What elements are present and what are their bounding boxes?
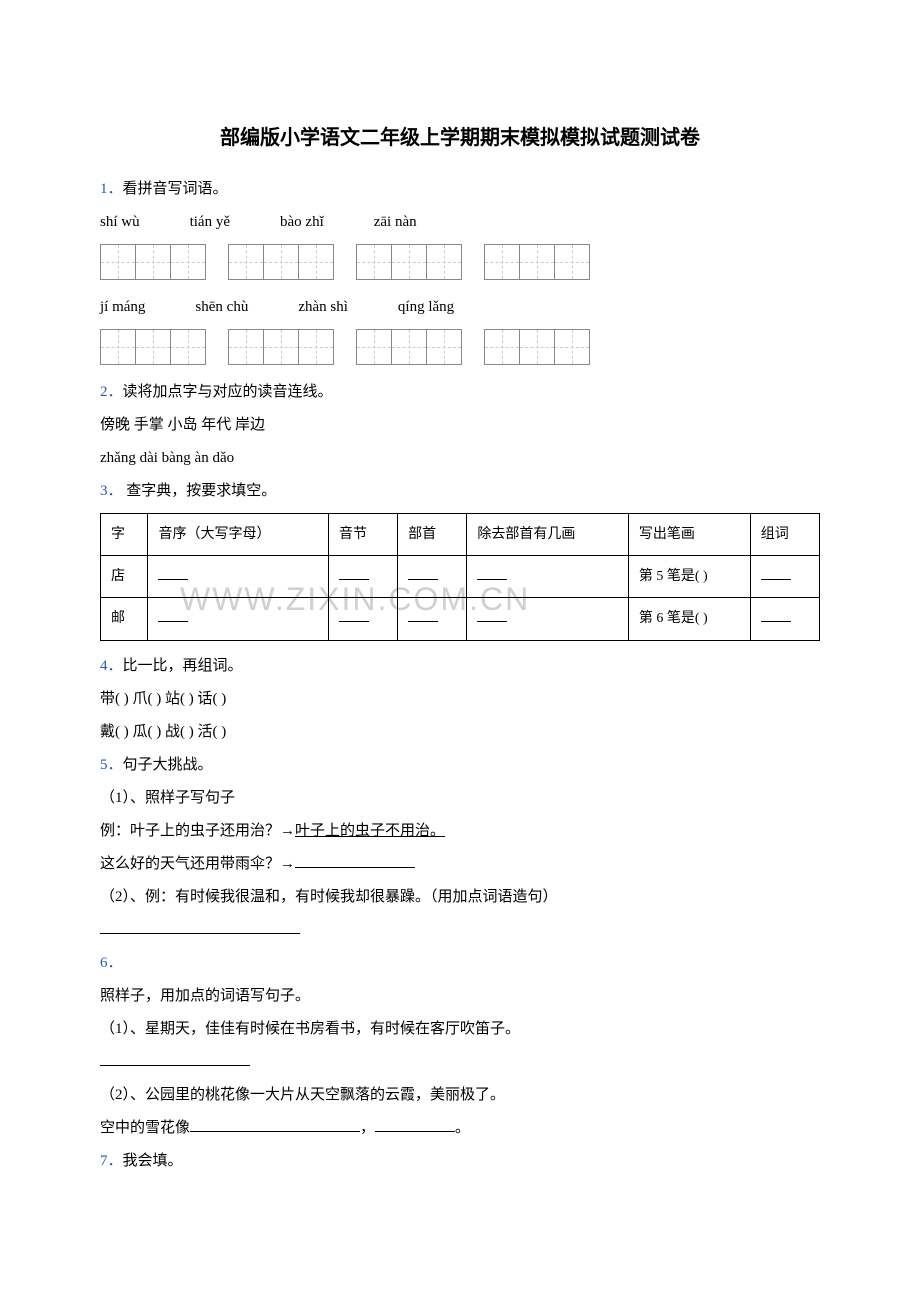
row2-char: 邮	[101, 598, 148, 640]
q5-num: 5．	[100, 757, 123, 773]
box-group	[100, 329, 206, 365]
blank	[295, 852, 415, 868]
pinyin-item: shēn chù	[195, 294, 248, 321]
th-yinxu: 音序（大写字母）	[148, 514, 328, 556]
q1-pinyin-row2: jí máng shēn chù zhàn shì qíng lǎng	[100, 294, 820, 321]
cell-blank	[467, 598, 628, 640]
q2-pinyins: zhǎng dài bàng àn dǎo	[100, 445, 820, 472]
q2-words: 傍晚 手掌 小岛 年代 岸边	[100, 412, 820, 439]
cell-blank	[328, 556, 397, 598]
q6-num: 6．	[100, 955, 123, 971]
document-content: 部编版小学语文二年级上学期期末模拟模拟试题测试卷 1．看拼音写词语。 shí w…	[100, 120, 820, 1175]
pinyin-item: tián yě	[190, 209, 230, 236]
cell-blank	[328, 598, 397, 640]
row1-char: 店	[101, 556, 148, 598]
cell-blank	[398, 556, 467, 598]
blank	[375, 1116, 455, 1132]
q5-blank	[100, 917, 820, 944]
th-strokes: 除去部首有几画	[467, 514, 628, 556]
blank	[100, 1050, 250, 1066]
q6-sub1: （1）、星期天，佳佳有时候在书房看书，有时候在客厅吹笛子。	[100, 1016, 820, 1043]
q3-table-wrapper: WWW.ZIXIN.COM.CN 字 音序（大写字母） 音节 部首 除去部首有几…	[100, 513, 820, 641]
q5-ex1-prefix: 例：叶子上的虫子还用治？→	[100, 823, 295, 839]
q2-num: 2．	[100, 384, 123, 400]
pinyin-item: shí wù	[100, 209, 140, 236]
q1-num: 1．	[100, 181, 123, 197]
q5-example1: 例：叶子上的虫子还用治？→叶子上的虫子不用治。	[100, 818, 820, 845]
th-yinjie: 音节	[328, 514, 397, 556]
box-group	[228, 329, 334, 365]
q2-prompt: 2．读将加点字与对应的读音连线。	[100, 379, 820, 406]
q4-line2: 戴( ) 瓜( ) 战( ) 活( )	[100, 719, 820, 746]
q5-prompt1: 这么好的天气还用带雨伞？→	[100, 851, 820, 878]
q5-prompt: 5．句子大挑战。	[100, 752, 820, 779]
cell-blank	[750, 556, 819, 598]
q3-table: 字 音序（大写字母） 音节 部首 除去部首有几画 写出笔画 组词 店 第 5 笔…	[100, 513, 820, 641]
q4-num: 4．	[100, 658, 123, 674]
q5-p1-text: 这么好的天气还用带雨伞？→	[100, 856, 295, 872]
q1-prompt: 1．看拼音写词语。	[100, 176, 820, 203]
q6-blank1	[100, 1049, 820, 1076]
q6-num-line: 6．	[100, 950, 820, 977]
th-zuci: 组词	[750, 514, 819, 556]
q5-sub1: （1）、照样子写句子	[100, 785, 820, 812]
q6-p2-text: 空中的雪花像	[100, 1120, 190, 1136]
q5-ex1-answer: 叶子上的虫子不用治。	[295, 823, 445, 839]
box-group	[356, 244, 462, 280]
q3-num: 3．	[100, 483, 123, 499]
blank	[100, 918, 300, 934]
q6-sub2: （2）、公园里的桃花像一大片从天空飘落的云霞，美丽极了。	[100, 1082, 820, 1109]
cell-blank	[398, 598, 467, 640]
box-group	[484, 244, 590, 280]
q5-sub2: （2）、例：有时候我很温和，有时候我却很暴躁。（用加点词语造句）	[100, 884, 820, 911]
box-group	[228, 244, 334, 280]
table-header-row: 字 音序（大写字母） 音节 部首 除去部首有几画 写出笔画 组词	[101, 514, 820, 556]
box-group	[356, 329, 462, 365]
cell-blank	[467, 556, 628, 598]
q2-text: 读将加点字与对应的读音连线。	[123, 384, 333, 400]
th-write: 写出笔画	[628, 514, 750, 556]
pinyin-item: bào zhǐ	[280, 209, 324, 236]
table-row: 邮 第 6 笔是( )	[101, 598, 820, 640]
page-title: 部编版小学语文二年级上学期期末模拟模拟试题测试卷	[100, 120, 820, 156]
row2-stroke: 第 6 笔是( )	[628, 598, 750, 640]
q1-text: 看拼音写词语。	[123, 181, 228, 197]
q3-text: 查字典，按要求填空。	[123, 483, 277, 499]
q7-num: 7．	[100, 1153, 123, 1169]
cell-blank	[148, 598, 328, 640]
q1-boxes-row1	[100, 244, 820, 280]
q5-text: 句子大挑战。	[123, 757, 213, 773]
th-bushou: 部首	[398, 514, 467, 556]
pinyin-item: zhàn shì	[298, 294, 348, 321]
q1-pinyin-row1: shí wù tián yě bào zhǐ zāi nàn	[100, 209, 820, 236]
th-char: 字	[101, 514, 148, 556]
box-group	[100, 244, 206, 280]
q7-text: 我会填。	[123, 1153, 183, 1169]
q6-prompt2: 空中的雪花像，。	[100, 1115, 820, 1142]
q6-text: 照样子，用加点的词语写句子。	[100, 983, 820, 1010]
cell-blank	[750, 598, 819, 640]
pinyin-item: qíng lǎng	[398, 294, 454, 321]
q1-boxes-row2	[100, 329, 820, 365]
row1-stroke: 第 5 笔是( )	[628, 556, 750, 598]
table-row: 店 第 5 笔是( )	[101, 556, 820, 598]
box-group	[484, 329, 590, 365]
pinyin-item: zāi nàn	[374, 209, 417, 236]
pinyin-item: jí máng	[100, 294, 145, 321]
q4-text: 比一比，再组词。	[123, 658, 243, 674]
blank	[190, 1116, 360, 1132]
q3-prompt: 3． 查字典，按要求填空。	[100, 478, 820, 505]
q7-prompt: 7．我会填。	[100, 1148, 820, 1175]
cell-blank	[148, 556, 328, 598]
q4-prompt: 4．比一比，再组词。	[100, 653, 820, 680]
q4-line1: 带( ) 爪( ) 站( ) 话( )	[100, 686, 820, 713]
